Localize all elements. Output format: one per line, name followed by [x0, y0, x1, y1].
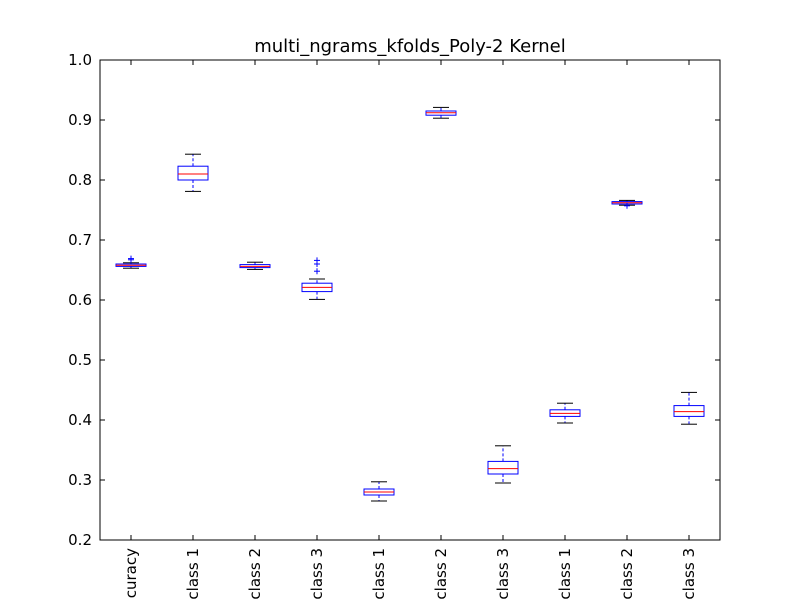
y-tick-label: 0.7 [68, 231, 92, 249]
y-tick-label: 0.3 [68, 471, 92, 489]
box [673, 405, 705, 417]
x-tick-label: class 3 [680, 548, 698, 600]
x-tick-label: class 1 [556, 548, 574, 600]
y-tick-label: 0.5 [68, 351, 92, 369]
y-tick-label: 0.6 [68, 291, 92, 309]
axes-frame [99, 59, 721, 541]
x-tick-label: class 2 [432, 548, 450, 600]
x-tick-label: class 3 [494, 548, 512, 600]
x-tick-label: curacy [122, 548, 140, 598]
y-tick-label: 0.8 [68, 171, 92, 189]
x-tick-label: class 2 [618, 548, 636, 600]
y-tick-label: 1.0 [68, 51, 92, 69]
x-tick-label: class 1 [184, 548, 202, 600]
y-tick-label: 0.4 [68, 411, 92, 429]
box [487, 460, 519, 475]
x-tick-label: class 1 [370, 548, 388, 600]
y-tick-label: 0.9 [68, 111, 92, 129]
box [177, 165, 209, 181]
y-tick-label: 0.2 [68, 531, 92, 549]
plot-area: 0.2 0.3 0.4 0.5 0.6 0.7 0.8 0.9 1.0 curacy class 1… [68, 51, 720, 600]
x-tick-label: class 3 [308, 548, 326, 600]
x-tick-label: class 2 [246, 548, 264, 600]
chart-title: multi_ngrams_kfolds_Poly-2 Kernel [254, 36, 566, 57]
